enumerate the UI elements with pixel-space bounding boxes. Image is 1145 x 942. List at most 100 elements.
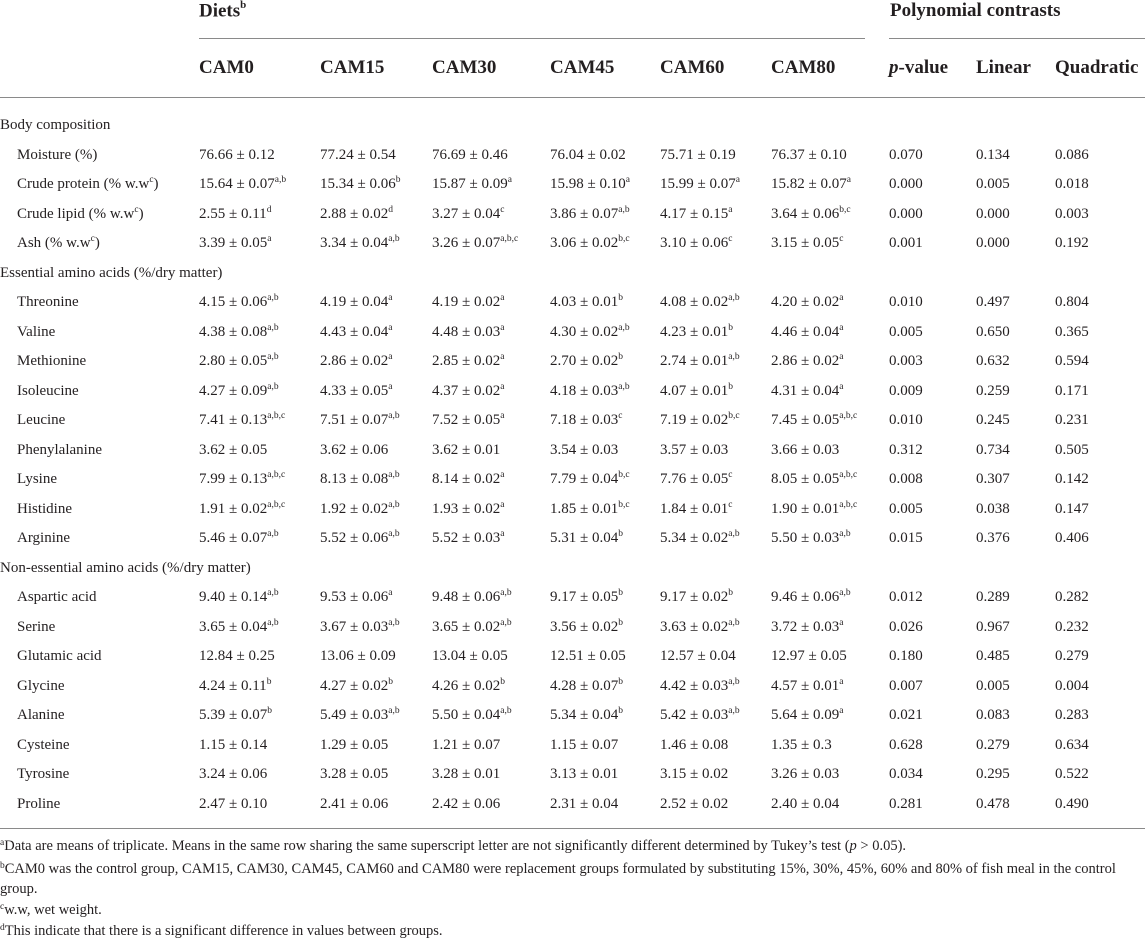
cell-value: 0.734: [976, 442, 1010, 458]
cell-value: 2.70 ± 0.02: [550, 353, 619, 369]
cell-value: 2.80 ± 0.05: [199, 353, 268, 369]
table-cell: 3.64 ± 0.06b,c: [771, 205, 851, 225]
footnote-marker: b: [0, 861, 5, 871]
column-header: CAM60: [660, 57, 724, 79]
cell-value: 0.180: [889, 648, 923, 664]
table-cell: 3.86 ± 0.07a,b: [550, 205, 630, 225]
cell-value: 9.17 ± 0.05: [550, 589, 619, 605]
table-cell: 3.28 ± 0.01: [432, 765, 500, 783]
cell-value: 2.42 ± 0.06: [432, 796, 501, 812]
table-cell: 0.259: [976, 382, 1010, 400]
row-label-text: Lysine: [17, 471, 57, 487]
row-label-tail: ): [153, 176, 159, 192]
table-cell: 0.009: [889, 382, 923, 400]
table-cell: 15.99 ± 0.07a: [660, 175, 740, 195]
cell-superscript: b: [618, 529, 623, 539]
table-cell: 12.84 ± 0.25: [199, 647, 275, 665]
cell-value: 0.282: [1055, 589, 1089, 605]
table-cell: 3.62 ± 0.05: [199, 441, 267, 459]
cell-value: 2.74 ± 0.01: [660, 353, 729, 369]
cell-value: 3.65 ± 0.04: [199, 619, 268, 635]
table-cell: 1.93 ± 0.02a: [432, 500, 504, 520]
row-label: Crude protein (% w.wc): [17, 175, 159, 195]
cell-value: 0.134: [976, 147, 1010, 163]
row-label-text: Threonine: [17, 294, 79, 310]
table-cell: 8.14 ± 0.02a: [432, 470, 504, 490]
cell-value: 0.289: [976, 589, 1010, 605]
table-cell: 0.021: [889, 706, 923, 724]
table-cell: 0.000: [976, 205, 1010, 223]
cell-value: 76.04 ± 0.02: [550, 147, 626, 163]
cell-value: 1.93 ± 0.02: [432, 501, 501, 517]
cell-superscript: b: [267, 706, 272, 716]
column-header: p-value: [889, 57, 948, 79]
table-cell: 0.376: [976, 529, 1010, 547]
cell-superscript: b: [728, 323, 733, 333]
cell-superscript: a,b: [500, 706, 512, 716]
table-cell: 0.282: [1055, 588, 1089, 606]
table-cell: 9.17 ± 0.02b: [660, 588, 733, 608]
cell-value: 5.52 ± 0.06: [320, 530, 389, 546]
cell-superscript: a: [839, 618, 844, 628]
table-cell: 12.57 ± 0.04: [660, 647, 736, 665]
table-cell: 3.65 ± 0.02a,b: [432, 618, 512, 638]
cell-superscript: a,b: [500, 588, 512, 598]
table-cell: 76.69 ± 0.46: [432, 146, 508, 164]
column-header-text: -value: [898, 57, 949, 78]
cell-value: 15.99 ± 0.07: [660, 176, 736, 192]
table-cell: 3.13 ± 0.01: [550, 765, 618, 783]
row-label-sup: c: [149, 175, 154, 185]
cell-superscript: a: [388, 323, 393, 333]
cell-superscript: a,b: [388, 470, 400, 480]
cell-superscript: a: [388, 352, 393, 362]
cell-superscript: a,b: [388, 411, 400, 421]
cell-value: 0.505: [1055, 442, 1089, 458]
cell-value: 2.88 ± 0.02: [320, 206, 389, 222]
table-cell: 7.99 ± 0.13a,b,c: [199, 470, 285, 490]
cell-value: 0.000: [889, 206, 923, 222]
row-label: Tyrosine: [17, 765, 69, 783]
cell-value: 2.52 ± 0.02: [660, 796, 729, 812]
cell-value: 0.003: [1055, 206, 1089, 222]
cell-value: 12.57 ± 0.04: [660, 648, 736, 664]
table-cell: 15.98 ± 0.10a: [550, 175, 630, 195]
cell-superscript: b: [618, 618, 623, 628]
cell-superscript: a: [728, 205, 733, 215]
cell-value: 7.51 ± 0.07: [320, 412, 389, 428]
table-cell: 2.52 ± 0.02: [660, 795, 728, 813]
cell-value: 0.012: [889, 589, 923, 605]
cell-value: 0.000: [976, 235, 1010, 251]
cell-superscript: c: [500, 205, 505, 215]
table-cell: 0.015: [889, 529, 923, 547]
cell-value: 8.05 ± 0.05: [771, 471, 840, 487]
cell-superscript: a: [500, 529, 505, 539]
cell-value: 3.06 ± 0.02: [550, 235, 619, 251]
cell-value: 0.497: [976, 294, 1010, 310]
cell-value: 3.27 ± 0.04: [432, 206, 501, 222]
table-cell: 0.650: [976, 323, 1010, 341]
column-header-text: CAM60: [660, 57, 725, 78]
table-cell: 3.72 ± 0.03a: [771, 618, 843, 638]
row-label: Ash (% w.wc): [17, 234, 100, 254]
row-label: Glutamic acid: [17, 647, 102, 665]
table-cell: 0.171: [1055, 382, 1089, 400]
cell-superscript: b,c: [618, 470, 630, 480]
table-cell: 1.90 ± 0.01a,b,c: [771, 500, 857, 520]
cell-value: 3.66 ± 0.03: [771, 442, 840, 458]
cell-value: 1.29 ± 0.05: [320, 737, 389, 753]
row-label-text: Aspartic acid: [17, 589, 97, 605]
cell-value: 4.30 ± 0.02: [550, 324, 619, 340]
diets-header: Dietsb: [199, 0, 246, 22]
table-cell: 0.632: [976, 352, 1010, 370]
cell-value: 75.71 ± 0.19: [660, 147, 736, 163]
cell-value: 1.46 ± 0.08: [660, 737, 729, 753]
cell-superscript: a,b: [618, 382, 630, 392]
table-cell: 0.005: [889, 323, 923, 341]
cell-value: 13.04 ± 0.05: [432, 648, 508, 664]
cell-value: 0.650: [976, 324, 1010, 340]
cell-value: 1.90 ± 0.01: [771, 501, 840, 517]
table-cell: 1.35 ± 0.3: [771, 736, 832, 754]
table-cell: 0.147: [1055, 500, 1089, 518]
cell-value: 15.87 ± 0.09: [432, 176, 508, 192]
cell-value: 8.14 ± 0.02: [432, 471, 501, 487]
